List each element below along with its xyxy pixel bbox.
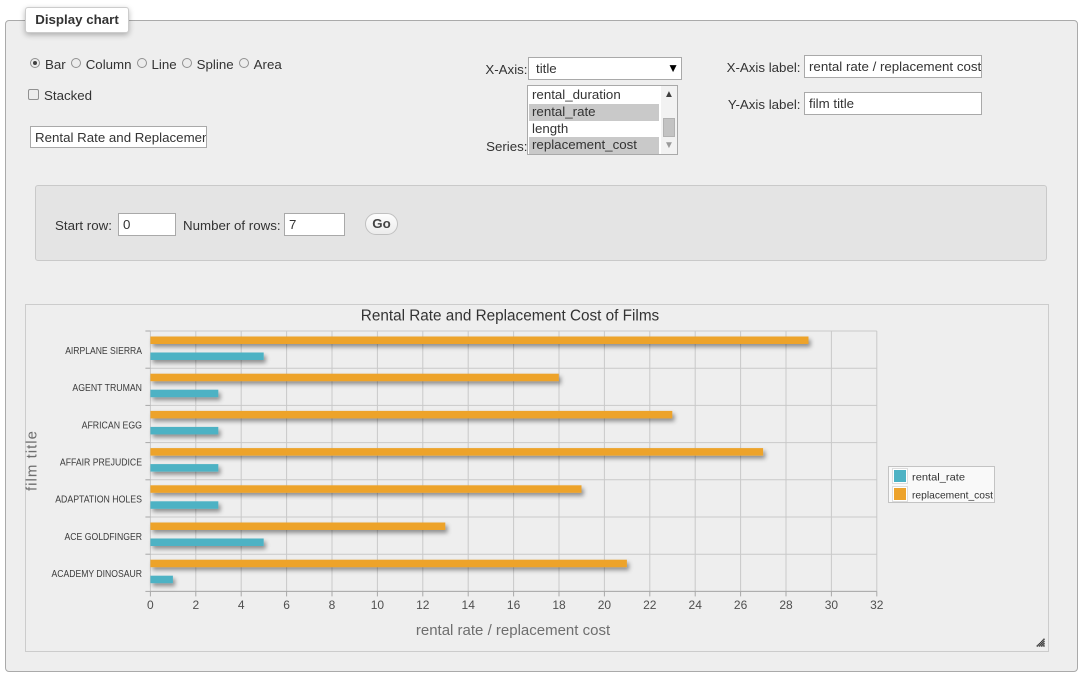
svg-text:rental rate / replacement cost: rental rate / replacement cost <box>416 622 611 639</box>
svg-text:20: 20 <box>598 598 612 612</box>
svg-text:2: 2 <box>192 598 199 612</box>
svg-text:8: 8 <box>329 598 336 612</box>
svg-text:rental_rate: rental_rate <box>912 473 965 484</box>
svg-text:AFRICAN EGG: AFRICAN EGG <box>82 420 142 431</box>
svg-text:28: 28 <box>779 598 793 612</box>
svg-text:0: 0 <box>147 598 154 612</box>
svg-text:AGENT TRUMAN: AGENT TRUMAN <box>72 383 142 394</box>
svg-text:10: 10 <box>371 598 385 612</box>
svg-text:ADAPTATION HOLES: ADAPTATION HOLES <box>55 495 142 506</box>
svg-text:14: 14 <box>462 598 476 612</box>
svg-text:30: 30 <box>825 598 839 612</box>
svg-text:ACADEMY DINOSAUR: ACADEMY DINOSAUR <box>52 569 143 580</box>
svg-text:18: 18 <box>552 598 566 612</box>
svg-text:Rental Rate and Replacement Co: Rental Rate and Replacement Cost of Film… <box>361 308 660 325</box>
svg-text:film title: film title <box>24 431 41 491</box>
svg-text:24: 24 <box>689 598 703 612</box>
svg-text:22: 22 <box>643 598 657 612</box>
svg-text:AIRPLANE SIERRA: AIRPLANE SIERRA <box>65 346 142 357</box>
svg-text:4: 4 <box>238 598 245 612</box>
svg-text:32: 32 <box>870 598 884 612</box>
svg-text:ACE GOLDFINGER: ACE GOLDFINGER <box>65 532 143 543</box>
svg-text:AFFAIR PREJUDICE: AFFAIR PREJUDICE <box>60 458 142 469</box>
svg-text:replacement_cost: replacement_cost <box>912 491 993 502</box>
svg-text:16: 16 <box>507 598 521 612</box>
svg-text:6: 6 <box>283 598 290 612</box>
svg-text:12: 12 <box>416 598 430 612</box>
svg-text:26: 26 <box>734 598 748 612</box>
